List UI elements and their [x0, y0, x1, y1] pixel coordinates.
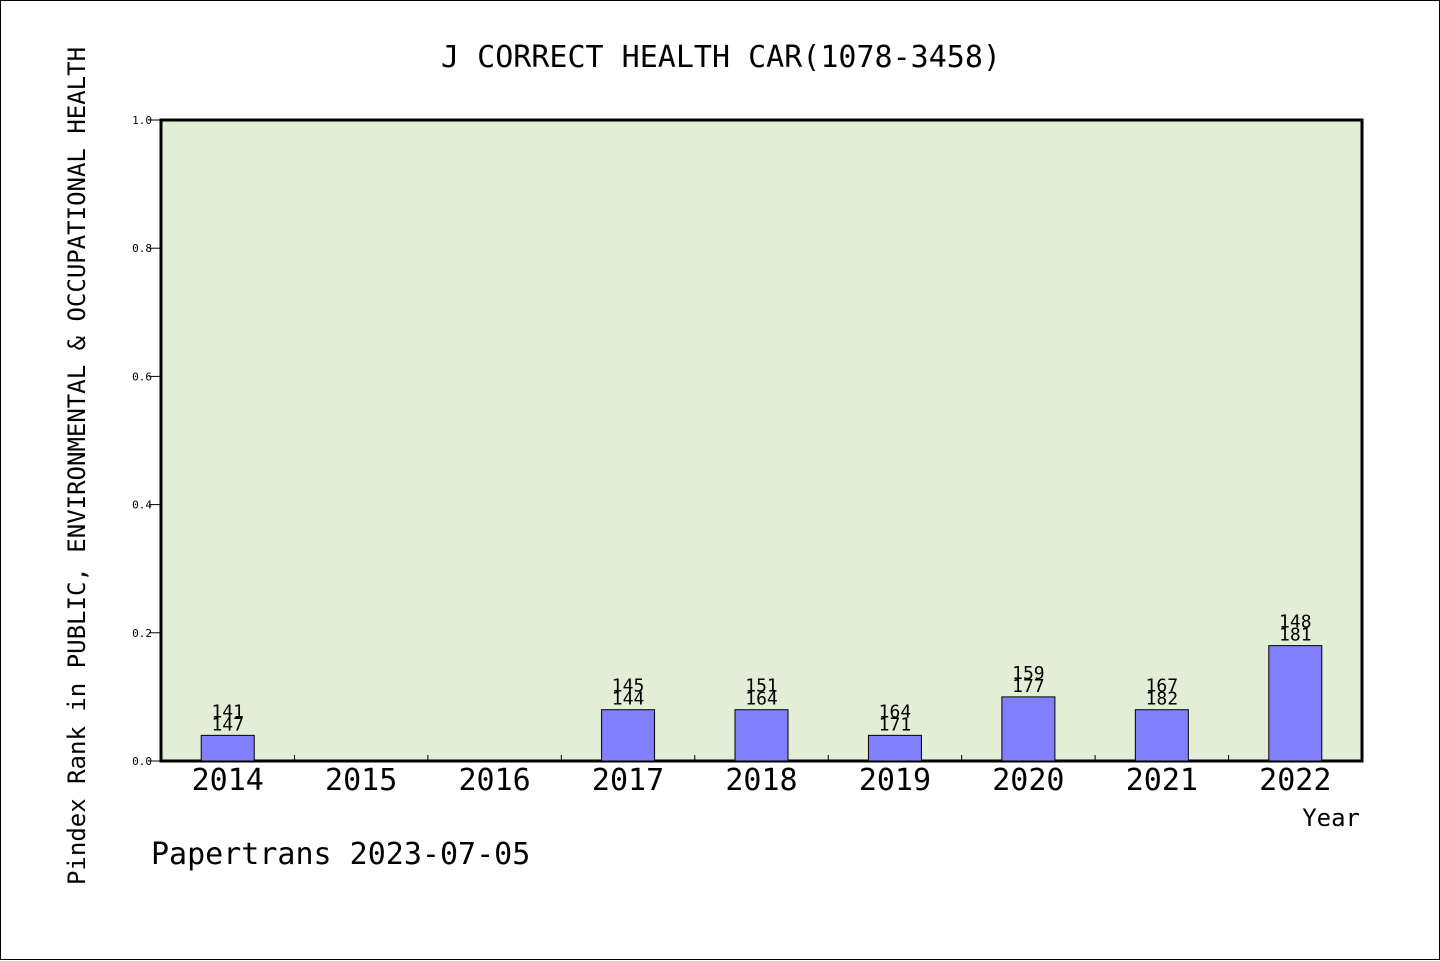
- y-axis-ticks: 0.0 0.2 0.4 0.6 0.8 1.0: [132, 114, 161, 768]
- x-axis-label: Year: [1302, 804, 1360, 832]
- bar-label-bottom: 171: [879, 714, 912, 735]
- x-tick-label: 2015: [325, 763, 397, 798]
- bar-label-bottom: 177: [1012, 676, 1045, 697]
- bar-label-top: 148: [1279, 612, 1312, 633]
- y-tick-label: 1.0: [132, 114, 152, 127]
- plot-area: [159, 118, 1364, 763]
- x-tick-label: 2022: [1259, 763, 1331, 798]
- y-axis-label: Pindex Rank in PUBLIC, ENVIRONMENTAL & O…: [63, 47, 91, 885]
- y-tick-label: 0.8: [132, 242, 152, 255]
- y-tick-label: 0.2: [132, 627, 152, 640]
- bar: [1001, 696, 1056, 762]
- bar-label-bottom: 182: [1146, 689, 1179, 710]
- x-tick-label: 2021: [1126, 763, 1198, 798]
- bar-label-bottom: 144: [612, 689, 645, 710]
- bar-label-bottom: 147: [211, 714, 244, 735]
- footer-credit: Papertrans 2023-07-05: [151, 837, 530, 872]
- x-tick-label: 2019: [859, 763, 931, 798]
- bar: [1268, 645, 1323, 762]
- bar: [734, 709, 789, 762]
- bar-label-top: 145: [612, 676, 645, 697]
- y-tick-label: 0.6: [132, 370, 152, 383]
- bar: [1134, 709, 1189, 762]
- bar: [200, 734, 255, 762]
- bar-label-top: 159: [1012, 663, 1045, 684]
- x-axis-ticks: 2014 2015 2016 2017 2018 2019 2020 2021 2022: [192, 755, 1331, 798]
- x-tick-label: 2017: [592, 763, 664, 798]
- x-tick-label: 2014: [192, 763, 264, 798]
- y-tick-label: 0.4: [132, 499, 152, 512]
- bar-label-bottom: 164: [745, 689, 778, 710]
- bar-label-top: 141: [211, 701, 244, 722]
- bar-label-bottom: 181: [1279, 625, 1312, 646]
- bar-label-top: 151: [745, 676, 778, 697]
- x-tick-label: 2018: [725, 763, 797, 798]
- bar-label-top: 164: [879, 701, 912, 722]
- bar-label-top: 167: [1146, 676, 1179, 697]
- chart-title: J CORRECT HEALTH CAR(1078-3458): [441, 40, 1001, 75]
- y-tick-label: 0.0: [132, 755, 152, 768]
- x-tick-label: 2016: [458, 763, 530, 798]
- bar: [867, 734, 922, 762]
- bar: [601, 709, 656, 762]
- x-tick-label: 2020: [992, 763, 1064, 798]
